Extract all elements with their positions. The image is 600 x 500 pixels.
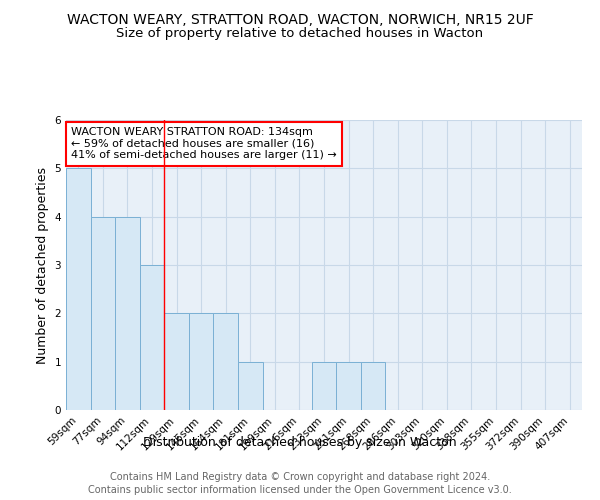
Bar: [91, 216, 115, 410]
Bar: [238, 362, 263, 410]
Bar: [164, 314, 189, 410]
Text: Contains HM Land Registry data © Crown copyright and database right 2024.: Contains HM Land Registry data © Crown c…: [110, 472, 490, 482]
Y-axis label: Number of detached properties: Number of detached properties: [36, 166, 49, 364]
Text: Distribution of detached houses by size in Wacton: Distribution of detached houses by size …: [143, 436, 457, 449]
Bar: [189, 314, 214, 410]
Bar: [66, 168, 91, 410]
Bar: [312, 362, 336, 410]
Text: Contains public sector information licensed under the Open Government Licence v3: Contains public sector information licen…: [88, 485, 512, 495]
Text: Size of property relative to detached houses in Wacton: Size of property relative to detached ho…: [116, 28, 484, 40]
Bar: [214, 314, 238, 410]
Text: WACTON WEARY, STRATTON ROAD, WACTON, NORWICH, NR15 2UF: WACTON WEARY, STRATTON ROAD, WACTON, NOR…: [67, 12, 533, 26]
Bar: [336, 362, 361, 410]
Bar: [361, 362, 385, 410]
Bar: [140, 265, 164, 410]
Text: WACTON WEARY STRATTON ROAD: 134sqm
← 59% of detached houses are smaller (16)
41%: WACTON WEARY STRATTON ROAD: 134sqm ← 59%…: [71, 127, 337, 160]
Bar: [115, 216, 140, 410]
